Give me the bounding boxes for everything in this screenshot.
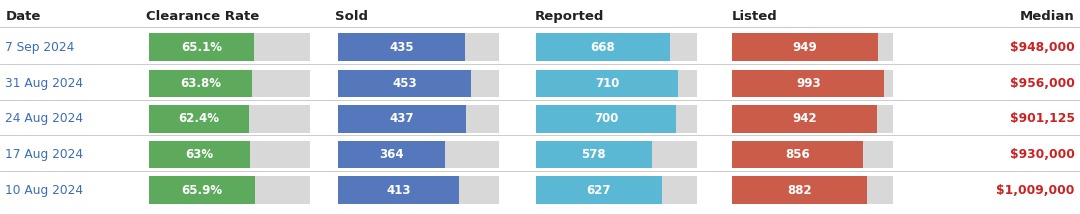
Bar <box>149 105 249 133</box>
Text: 627: 627 <box>586 184 611 196</box>
Text: 668: 668 <box>591 41 616 54</box>
Text: Sold: Sold <box>335 10 368 23</box>
Bar <box>149 141 251 168</box>
Text: 856: 856 <box>785 148 810 161</box>
Text: 24 Aug 2024: 24 Aug 2024 <box>5 112 83 125</box>
Bar <box>536 105 697 133</box>
Text: 17 Aug 2024: 17 Aug 2024 <box>5 148 83 161</box>
Bar <box>536 176 697 204</box>
Text: Median: Median <box>1020 10 1075 23</box>
Bar <box>732 105 893 133</box>
Bar <box>338 141 445 168</box>
Bar <box>338 105 499 133</box>
Bar <box>536 176 662 204</box>
Bar <box>149 33 254 61</box>
Text: 578: 578 <box>581 148 606 161</box>
Text: 942: 942 <box>792 112 816 125</box>
Bar <box>732 176 893 204</box>
Bar <box>536 70 678 97</box>
Text: 10 Aug 2024: 10 Aug 2024 <box>5 184 83 196</box>
Text: 31 Aug 2024: 31 Aug 2024 <box>5 77 83 90</box>
Text: 62.4%: 62.4% <box>179 112 219 125</box>
Bar <box>149 70 252 97</box>
Text: $930,000: $930,000 <box>1010 148 1075 161</box>
Bar <box>338 33 465 61</box>
Bar <box>338 70 471 97</box>
Bar <box>149 33 310 61</box>
Text: 7 Sep 2024: 7 Sep 2024 <box>5 41 75 54</box>
Text: Reported: Reported <box>535 10 604 23</box>
Bar <box>536 141 697 168</box>
Text: 882: 882 <box>787 184 812 196</box>
Text: 437: 437 <box>390 112 415 125</box>
Bar <box>732 70 893 97</box>
Bar <box>732 70 885 97</box>
Bar <box>149 176 310 204</box>
Bar <box>149 176 255 204</box>
Text: 364: 364 <box>379 148 404 161</box>
Bar <box>338 176 499 204</box>
Bar <box>338 105 465 133</box>
Text: $948,000: $948,000 <box>1010 41 1075 54</box>
Bar <box>149 105 310 133</box>
Bar <box>732 33 893 61</box>
Text: Clearance Rate: Clearance Rate <box>146 10 259 23</box>
Text: $956,000: $956,000 <box>1010 77 1075 90</box>
Text: 65.9%: 65.9% <box>181 184 222 196</box>
Text: 63%: 63% <box>186 148 214 161</box>
Bar <box>536 141 652 168</box>
Bar <box>149 141 310 168</box>
Bar <box>338 176 459 204</box>
Bar <box>536 70 697 97</box>
Bar <box>536 33 670 61</box>
Text: 63.8%: 63.8% <box>180 77 221 90</box>
Text: 435: 435 <box>390 41 414 54</box>
Text: 453: 453 <box>392 77 417 90</box>
Bar <box>732 141 893 168</box>
Text: 949: 949 <box>793 41 818 54</box>
Bar <box>338 70 499 97</box>
Text: $901,125: $901,125 <box>1010 112 1075 125</box>
Bar <box>149 70 310 97</box>
Bar <box>338 141 499 168</box>
Text: Listed: Listed <box>732 10 778 23</box>
Bar <box>338 33 499 61</box>
Text: Date: Date <box>5 10 41 23</box>
Bar <box>536 33 697 61</box>
Text: 413: 413 <box>387 184 410 196</box>
Bar <box>732 105 877 133</box>
Bar <box>732 33 878 61</box>
Text: 700: 700 <box>594 112 618 125</box>
Text: 65.1%: 65.1% <box>181 41 221 54</box>
Text: 993: 993 <box>796 77 821 90</box>
Bar <box>732 141 863 168</box>
Text: $1,009,000: $1,009,000 <box>996 184 1075 196</box>
Bar <box>536 105 676 133</box>
Text: 710: 710 <box>595 77 619 90</box>
Bar <box>732 176 867 204</box>
